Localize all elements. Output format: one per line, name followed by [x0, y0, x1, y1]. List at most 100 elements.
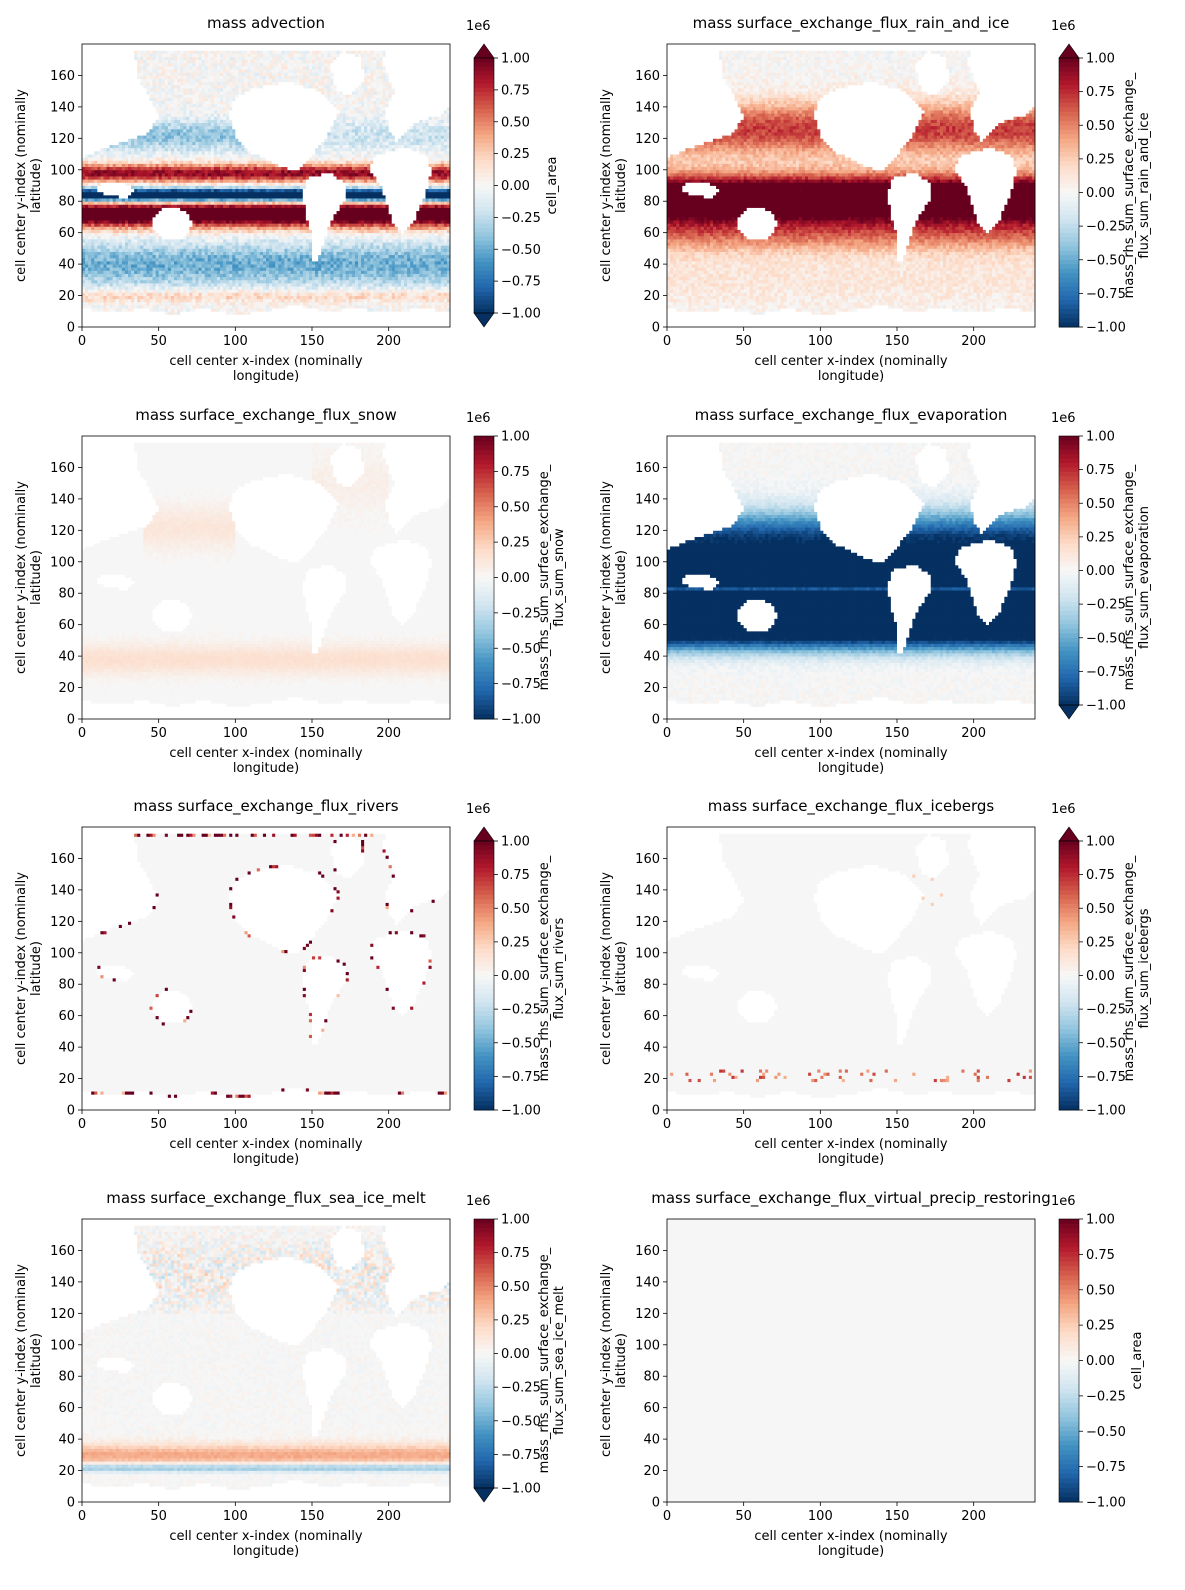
heatmap-cell	[306, 318, 309, 322]
heatmap-cell	[220, 318, 223, 322]
heatmap-cell	[208, 311, 211, 315]
heatmap-cell	[419, 318, 422, 322]
heatmap-cell	[232, 311, 235, 315]
heatmap-cell	[373, 314, 376, 318]
heatmap-cell	[168, 321, 171, 325]
heatmap-cell	[165, 318, 168, 322]
heatmap-cell	[435, 314, 438, 318]
heatmap-cell	[131, 318, 134, 322]
heatmap-cell	[137, 321, 140, 325]
heatmap-cell	[226, 321, 229, 325]
heatmap-cell	[367, 314, 370, 318]
heatmap-cell	[370, 318, 373, 322]
heatmap-cell	[100, 311, 103, 315]
heatmap-cell	[287, 314, 290, 318]
heatmap-cell	[205, 321, 208, 325]
heatmap-cell	[422, 321, 425, 325]
heatmap-cell	[395, 321, 398, 325]
heatmap-cell	[379, 321, 382, 325]
heatmap-cell	[156, 314, 159, 318]
heatmap-cell	[85, 314, 88, 318]
heatmap-cell	[91, 311, 94, 315]
heatmap-cell	[171, 318, 174, 322]
heatmap-cell	[94, 321, 97, 325]
heatmap-cell	[195, 321, 198, 325]
heatmap-cell	[315, 318, 318, 322]
heatmap-cell	[435, 318, 438, 322]
heatmap-cell	[186, 311, 189, 315]
heatmap-cell	[395, 318, 398, 322]
heatmap-cell	[116, 311, 119, 315]
heatmap-cell	[444, 318, 447, 322]
heatmap-cell	[432, 321, 435, 325]
heatmap-cell	[156, 311, 159, 315]
heatmap-cell	[171, 321, 174, 325]
heatmap-cell	[370, 321, 373, 325]
heatmap-cell	[291, 314, 294, 318]
heatmap-cell	[355, 318, 358, 322]
heatmap-cell	[306, 314, 309, 318]
heatmap-cell	[202, 314, 205, 318]
heatmap-cell	[278, 314, 281, 318]
heatmap-cell	[257, 321, 260, 325]
heatmap-cell	[254, 321, 257, 325]
heatmap	[82, 44, 450, 327]
heatmap-cell	[395, 314, 398, 318]
heatmap-cell	[220, 321, 223, 325]
heatmap-cell	[367, 321, 370, 325]
heatmap-cell	[125, 314, 128, 318]
heatmap-cell	[140, 314, 143, 318]
heatmap-cell	[125, 311, 128, 315]
heatmap-cell	[337, 318, 340, 322]
heatmap-cell	[318, 314, 321, 318]
heatmap-cell	[343, 321, 346, 325]
heatmap-cell	[134, 314, 137, 318]
heatmap-cell	[257, 314, 260, 318]
heatmap-cell	[140, 311, 143, 315]
heatmap-cell	[254, 318, 257, 322]
heatmap-cell	[165, 321, 168, 325]
heatmap-cell	[370, 314, 373, 318]
heatmap-cell	[122, 311, 125, 315]
heatmap-cell	[260, 321, 263, 325]
heatmap-cell	[432, 314, 435, 318]
heatmap-cell	[300, 314, 303, 318]
heatmap-cell	[330, 314, 333, 318]
heatmap-cell	[410, 318, 413, 322]
heatmap-cell	[235, 311, 238, 315]
heatmap-cell	[321, 321, 324, 325]
heatmap-cell	[128, 321, 131, 325]
heatmap-cell	[251, 321, 254, 325]
heatmap-cell	[287, 318, 290, 322]
heatmap-cell	[330, 321, 333, 325]
heatmap-cell	[281, 321, 284, 325]
heatmap-cell	[186, 318, 189, 322]
heatmap-cell	[143, 321, 146, 325]
heatmap-cell	[441, 321, 444, 325]
heatmap-cell	[211, 314, 214, 318]
heatmap-cell	[110, 321, 113, 325]
heatmap-cell	[248, 321, 251, 325]
heatmap-cell	[232, 314, 235, 318]
heatmap-cell	[444, 314, 447, 318]
heatmap-cell	[232, 318, 235, 322]
heatmap-cell	[245, 318, 248, 322]
heatmap-cell	[85, 311, 88, 315]
heatmap-cell	[294, 314, 297, 318]
heatmap-cell	[346, 321, 349, 325]
heatmap-cell	[416, 321, 419, 325]
heatmap-cell	[143, 318, 146, 322]
heatmap-cell	[88, 314, 91, 318]
heatmap-cell	[333, 314, 336, 318]
heatmap-cell	[248, 318, 251, 322]
heatmap-cell	[199, 314, 202, 318]
heatmap-cell	[312, 314, 315, 318]
heatmap-cell	[226, 311, 229, 315]
heatmap-cell	[340, 318, 343, 322]
heatmap-cell	[284, 321, 287, 325]
heatmap-cell	[88, 318, 91, 322]
heatmap-cell	[355, 314, 358, 318]
heatmap-cell	[389, 314, 392, 318]
heatmap-cell	[413, 321, 416, 325]
heatmap-cell	[192, 321, 195, 325]
